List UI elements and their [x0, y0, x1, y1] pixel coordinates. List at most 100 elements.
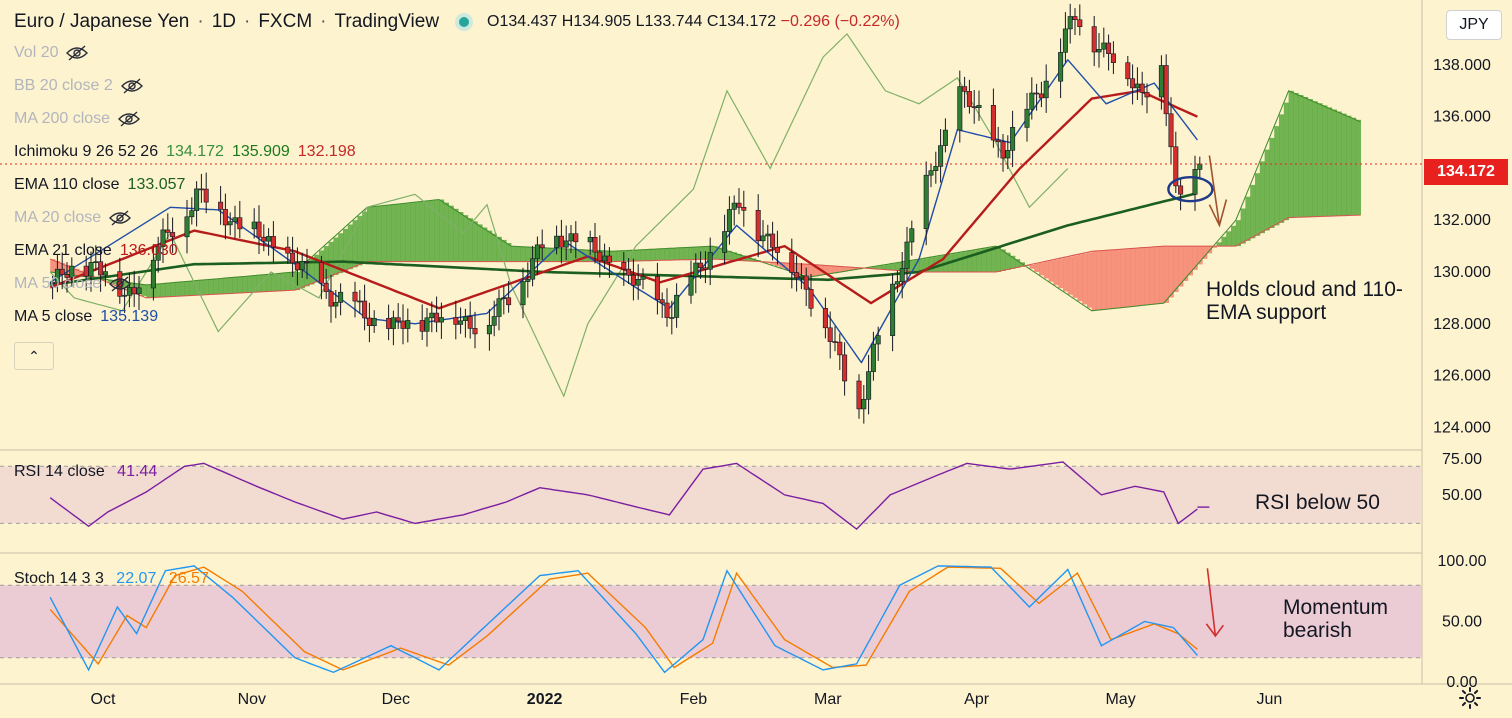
candle-body[interactable] [1192, 169, 1198, 195]
candle-body[interactable] [765, 233, 771, 237]
candle-body[interactable] [942, 129, 948, 146]
candle-body[interactable] [458, 320, 464, 325]
candle-body[interactable] [194, 188, 200, 211]
candle-body[interactable] [362, 300, 368, 319]
candle-body[interactable] [270, 236, 276, 248]
candle-body[interactable] [1062, 28, 1068, 53]
candle-body[interactable] [261, 236, 267, 242]
stoch-legend[interactable]: Stoch 14 3 3 22.07 26.57 [14, 570, 209, 588]
candle-body[interactable] [467, 316, 473, 329]
candle-body[interactable] [304, 261, 310, 263]
candle-body[interactable] [256, 221, 262, 238]
indicator-row[interactable]: MA 200 close [14, 110, 141, 128]
candle-body[interactable] [957, 86, 963, 131]
candle-body[interactable] [842, 354, 848, 382]
candle-body[interactable] [995, 139, 1001, 143]
candle-body[interactable] [102, 271, 108, 276]
indicator-row[interactable]: EMA 110 close 133.057 [14, 176, 185, 194]
candle-body[interactable] [323, 282, 329, 292]
candle-body[interactable] [1010, 127, 1016, 151]
candle-body[interactable] [971, 106, 977, 108]
candle-body[interactable] [491, 316, 497, 326]
candle-body[interactable] [573, 233, 579, 243]
candle-body[interactable] [654, 276, 660, 301]
candle-body[interactable] [131, 287, 137, 295]
candle-body[interactable] [1178, 185, 1184, 195]
candle-body[interactable] [1072, 16, 1078, 21]
indicator-row[interactable]: MA 5 close 135.139 [14, 308, 158, 326]
candle-body[interactable] [837, 341, 843, 356]
candle-body[interactable] [731, 202, 737, 210]
rsi-legend[interactable]: RSI 14 close 41.44 [14, 463, 157, 481]
candle-body[interactable] [976, 105, 982, 109]
candle-body[interactable] [150, 259, 156, 289]
candle-body[interactable] [126, 287, 132, 296]
candle-body[interactable] [501, 297, 507, 300]
candle-body[interactable] [218, 201, 224, 210]
candle-body[interactable] [635, 278, 641, 286]
candle-body[interactable] [909, 228, 915, 243]
candle-body[interactable] [1029, 92, 1035, 110]
candle-body[interactable] [1091, 26, 1097, 53]
candle-body[interactable] [1096, 48, 1102, 53]
candle-body[interactable] [962, 86, 968, 92]
candle-body[interactable] [496, 298, 502, 317]
candle-body[interactable] [155, 246, 161, 261]
eye-hidden-icon[interactable] [118, 111, 141, 127]
candle-body[interactable] [856, 380, 862, 410]
candle-body[interactable] [1134, 83, 1140, 89]
candle-body[interactable] [832, 341, 838, 343]
candle-body[interactable] [525, 278, 531, 282]
candle-body[interactable] [1024, 108, 1030, 128]
candle-body[interactable] [894, 281, 900, 285]
candle-body[interactable] [285, 246, 291, 254]
candle-body[interactable] [803, 275, 809, 290]
candle-body[interactable] [429, 312, 435, 319]
candle-body[interactable] [794, 272, 800, 279]
interval[interactable]: 1D [211, 11, 236, 32]
gear-icon[interactable] [1458, 686, 1482, 710]
candle-body[interactable] [539, 244, 545, 249]
candle-body[interactable] [587, 237, 593, 243]
candle-body[interactable] [664, 302, 670, 318]
candle-body[interactable] [290, 252, 296, 264]
candle-body[interactable] [266, 236, 272, 242]
candle-body[interactable] [928, 170, 934, 176]
candle-body[interactable] [198, 188, 204, 191]
candle-body[interactable] [990, 105, 996, 141]
down-arrow-shaft[interactable] [1208, 155, 1221, 226]
eye-hidden-icon[interactable] [120, 78, 143, 94]
candle-body[interactable] [861, 398, 867, 410]
candle-body[interactable] [798, 275, 804, 279]
candle-body[interactable] [1130, 78, 1136, 89]
candle-body[interactable] [222, 209, 228, 226]
currency-button[interactable]: JPY [1446, 10, 1502, 40]
candle-body[interactable] [602, 255, 608, 262]
candle-body[interactable] [232, 217, 238, 223]
candle-body[interactable] [294, 262, 300, 271]
candle-body[interactable] [405, 320, 411, 329]
candle-body[interactable] [621, 261, 627, 270]
candle-body[interactable] [1139, 83, 1145, 93]
candle-body[interactable] [698, 262, 704, 269]
support-highlight-ellipse[interactable] [1167, 175, 1214, 203]
candle-body[interactable] [755, 210, 761, 242]
candle-body[interactable] [1168, 113, 1174, 148]
candle-body[interactable] [688, 276, 694, 296]
candle-body[interactable] [904, 241, 910, 269]
candle-body[interactable] [760, 235, 766, 242]
candle-body[interactable] [352, 291, 358, 302]
candle-body[interactable] [822, 307, 828, 329]
candle-body[interactable] [966, 91, 972, 107]
candle-body[interactable] [1173, 146, 1179, 187]
candle-body[interactable] [93, 261, 99, 264]
candle-body[interactable] [237, 217, 243, 230]
indicator-row[interactable]: BB 20 close 2 [14, 77, 143, 95]
candle-body[interactable] [54, 268, 60, 283]
candle-body[interactable] [563, 240, 569, 248]
candle-body[interactable] [789, 252, 795, 273]
candle-body[interactable] [1038, 93, 1044, 99]
candle-body[interactable] [64, 274, 70, 278]
candle-body[interactable] [558, 235, 564, 248]
